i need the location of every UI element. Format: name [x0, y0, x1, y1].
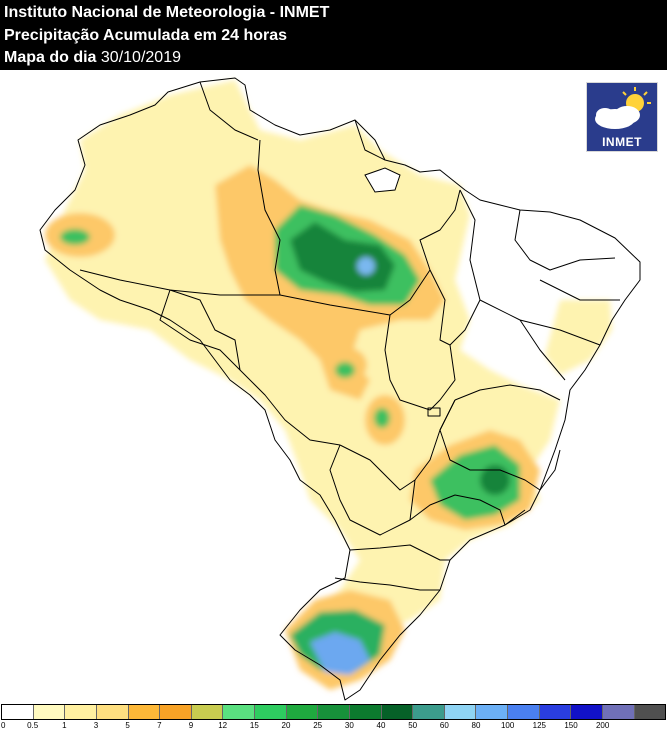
marajo-island — [364, 167, 401, 193]
boundary-am-pa — [257, 139, 281, 296]
state-boundaries — [39, 77, 641, 701]
legend-swatch — [223, 705, 255, 719]
legend-swatch — [539, 705, 572, 719]
legend-label: 0 — [1, 721, 6, 730]
precip-blue-core — [357, 257, 375, 275]
legend-label: 0.5 — [27, 721, 39, 730]
legend-swatch — [318, 705, 350, 719]
legend-label: 5 — [125, 721, 130, 730]
legend-swatch — [571, 705, 603, 719]
map-subtitle: Precipitação Acumulada em 24 horas — [4, 27, 288, 44]
legend-label: 50 — [408, 721, 418, 730]
precip-goias-green — [374, 408, 390, 428]
boundary-pa-ma — [419, 189, 461, 271]
boundary-pr — [349, 544, 450, 561]
legend-label: 12 — [218, 721, 228, 730]
boundary-ma-pi — [449, 189, 481, 346]
boundary-sc — [334, 577, 440, 591]
map-header: Instituto Nacional de Meteorologia - INM… — [0, 0, 667, 70]
boundary-sp — [409, 494, 506, 526]
legend-swatch — [508, 705, 540, 719]
precipitation-map — [0, 70, 667, 702]
boundary-df — [427, 407, 441, 417]
legend-label: 80 — [471, 721, 481, 730]
legend-label: 30 — [344, 721, 354, 730]
boundary-go-ms — [339, 399, 456, 491]
legend-label: 200 — [595, 721, 610, 730]
legend-label: 60 — [439, 721, 449, 730]
precip-northeast-coast — [545, 300, 612, 375]
legend-swatch — [2, 705, 34, 719]
legend-label: 25 — [313, 721, 323, 730]
sun-cloud-icon — [587, 83, 657, 151]
institute-title: Instituto Nacional de Meteorologia - INM… — [4, 4, 330, 21]
precipitation-field — [45, 80, 612, 690]
legend-swatch — [444, 705, 477, 719]
legend-swatch — [160, 705, 192, 719]
map-date-line: Mapa do dia 30/10/2019 — [4, 48, 181, 67]
brazil-outline — [39, 77, 641, 701]
boundary-mg — [439, 384, 561, 491]
legend-swatch — [128, 705, 161, 719]
precip-south-blue — [310, 632, 370, 675]
map-date: 30/10/2019 — [100, 49, 181, 66]
boundary-ne-states — [479, 209, 620, 381]
legend-swatch — [381, 705, 414, 719]
legend-swatch — [476, 705, 508, 719]
logo-text: INMET — [602, 135, 642, 149]
legend-label: 40 — [376, 721, 386, 730]
boundary-ro — [169, 289, 241, 371]
legend-label: 125 — [532, 721, 547, 730]
precip-southeast-green — [430, 445, 520, 520]
date-prefix: Mapa do dia — [4, 49, 97, 66]
boundary-to-ba — [429, 269, 456, 411]
legend-swatch — [65, 705, 97, 719]
legend-label: 15 — [249, 721, 259, 730]
legend-swatch — [602, 705, 635, 719]
legend-label: 150 — [564, 721, 578, 730]
inmet-logo: INMET — [586, 82, 658, 152]
legend-swatch — [33, 705, 66, 719]
legend-color-bar — [1, 704, 666, 720]
legend-swatch — [255, 705, 287, 719]
legend-swatch — [286, 705, 319, 719]
precip-southeast-dark — [480, 465, 510, 495]
legend-label: 9 — [188, 721, 194, 730]
legend-label: 3 — [93, 721, 99, 730]
legend-swatch — [413, 705, 445, 719]
precip-central-green — [335, 362, 355, 378]
boundary-ap — [354, 119, 386, 161]
legend-swatch — [96, 705, 129, 719]
legend-label: 100 — [500, 721, 515, 730]
legend-swatch — [349, 705, 382, 719]
boundary-rj-es — [504, 449, 561, 526]
legend-labels: 0 0.5 1 3 5 7 9 12 15 20 25 30 40 50 60 80 100 125 150 200 — [0, 721, 667, 731]
legend-label: 20 — [281, 721, 291, 730]
legend-label: 7 — [157, 721, 162, 730]
precip-west-amazon-green — [60, 229, 90, 245]
legend-swatch — [191, 705, 224, 719]
legend-swatch — [634, 705, 666, 719]
precipitation-legend: 0 0.5 1 3 5 7 9 12 15 20 25 30 40 50 60 80 100 125 150 200 — [0, 704, 667, 730]
boundary-to-mt — [384, 314, 431, 411]
boundary-rr — [199, 81, 259, 141]
legend-label: 1 — [62, 721, 67, 730]
